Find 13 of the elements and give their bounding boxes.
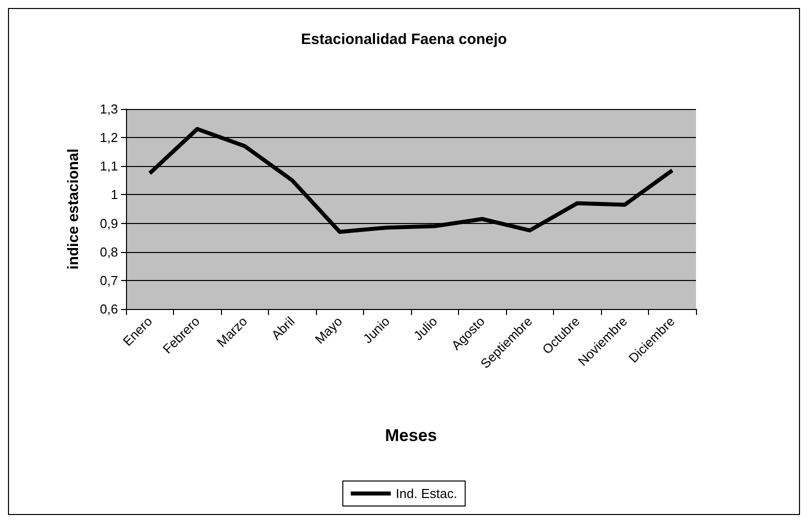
y-tick-label: 1,3 — [100, 102, 118, 116]
y-tick-label: 0,8 — [100, 244, 118, 260]
x-tick-label: Julio — [410, 314, 440, 344]
y-tick-label: 1 — [110, 187, 118, 202]
chart-title: Estacionalidad Faena conejo — [301, 31, 507, 48]
y-axis-title: indice estacional — [65, 148, 82, 270]
x-axis-title: Meses — [385, 426, 437, 445]
y-tick-label: 1,1 — [100, 158, 118, 174]
y-tick-label: 0,6 — [100, 302, 118, 316]
y-tick-label: 0,9 — [100, 216, 118, 231]
y-tick-label: 1,2 — [100, 130, 118, 146]
y-tick-label: 0,7 — [100, 272, 118, 288]
legend-label: Ind. Estac. — [396, 486, 458, 501]
